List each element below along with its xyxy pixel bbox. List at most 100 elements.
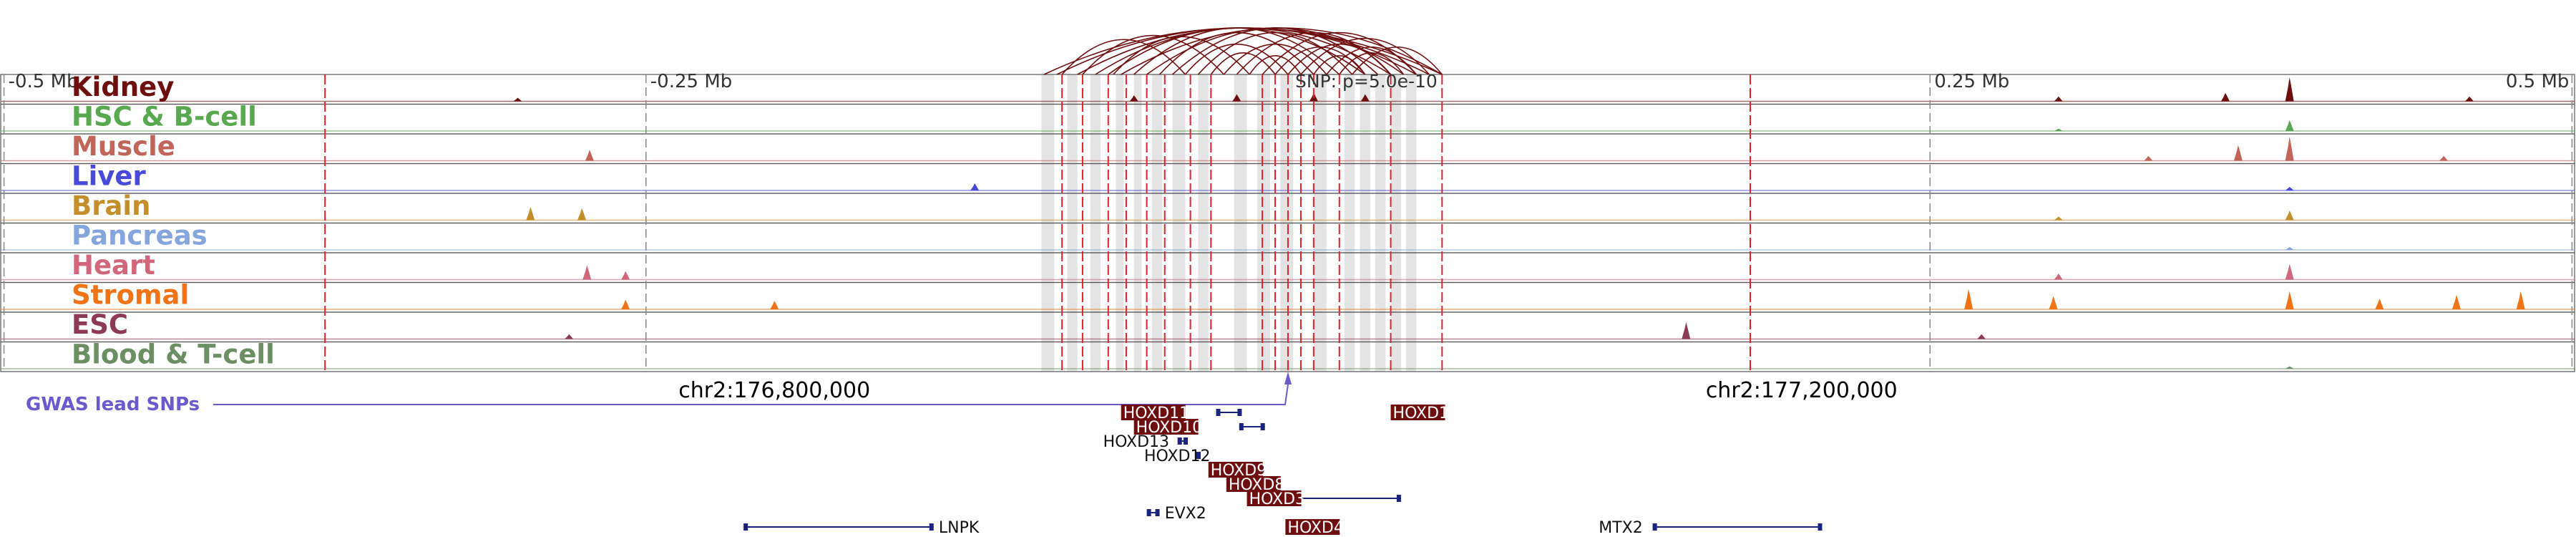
peak: [2054, 274, 2063, 280]
gene-label: HOXD13: [1103, 433, 1169, 451]
peak: [2054, 96, 2063, 102]
peak: [2285, 291, 2294, 309]
chromatin-loop: [1133, 27, 1340, 75]
track-label: Blood & T-cell: [72, 339, 275, 370]
peak: [2439, 155, 2448, 161]
peak: [1964, 289, 1974, 309]
gene-exon: [1652, 523, 1657, 531]
peak: [577, 208, 587, 221]
scale-label: 0.5 Mb: [2506, 71, 2570, 92]
gene-mtx2: MTX2: [1599, 519, 1823, 537]
peak: [2054, 128, 2063, 131]
scale-label: -0.5 Mb: [9, 71, 79, 92]
gene-evx2: EVX2: [1146, 505, 1206, 523]
track-label: Pancreas: [72, 221, 208, 251]
scale-label: -0.25 Mb: [650, 71, 732, 92]
coordinate-label: chr2:177,200,000: [1706, 378, 1898, 403]
peak: [1976, 334, 1986, 339]
chromatin-loop: [1274, 46, 1366, 75]
gene-label: LNPK: [939, 519, 980, 537]
track-label: ESC: [72, 309, 128, 340]
gene-exon: [1237, 409, 1242, 416]
gwas-connector: [213, 384, 1289, 405]
gwas-label: GWAS lead SNPs: [26, 394, 200, 415]
chromatin-loop: [1300, 37, 1430, 75]
gene-exon: [1216, 409, 1221, 416]
gene-lnpk: LNPK: [743, 519, 980, 537]
coordinate-label: chr2:176,800,000: [678, 378, 870, 403]
gene-label: HOXD1: [1393, 405, 1449, 422]
chromatin-loop: [1210, 52, 1276, 75]
gene-exon: [1260, 423, 1265, 430]
peak: [2285, 186, 2294, 190]
peak: [2375, 298, 2384, 309]
gene-label: HOXD3: [1249, 490, 1305, 508]
peak: [1232, 94, 1241, 102]
chromatin-loop: [1184, 43, 1289, 75]
gene-label-box: [1226, 476, 1281, 492]
gene-hoxd1: HOXD1: [1390, 405, 1449, 422]
gene-hoxd3: HOXD3: [1246, 490, 1401, 508]
track-label: HSC & B-cell: [72, 102, 257, 132]
peak: [2285, 120, 2294, 131]
gene-hoxd10: HOXD10: [1133, 419, 1265, 437]
chromatin-loops: [1043, 27, 1443, 75]
track-label: Stromal: [72, 280, 189, 311]
peak: [2464, 96, 2474, 102]
distance-scale: -0.5 Mb -0.25 Mb 0.25 Mb 0.5 Mb SNP: p=5.0e-…: [3, 71, 2573, 372]
gene-label: EVX2: [1165, 505, 1206, 523]
scale-label: 0.25 Mb: [1934, 71, 2009, 92]
peak: [2516, 291, 2525, 309]
red-marker-lines: [324, 74, 1751, 372]
peak: [2144, 155, 2153, 161]
gene-label: HOXD10: [1136, 419, 1202, 437]
snp-pvalue-label: SNP: p=5.0e-10: [1295, 71, 1438, 92]
peak: [2220, 92, 2230, 102]
chromatin-loop: [1352, 46, 1443, 75]
peak: [2285, 263, 2294, 280]
gene-label: HOXD12: [1144, 448, 1210, 465]
gene-exon: [1396, 495, 1401, 502]
gene-label-box: [1133, 419, 1199, 435]
gene-label-box: [1390, 405, 1445, 420]
peak: [582, 265, 592, 280]
peak: [2451, 294, 2461, 309]
peak: [2285, 246, 2294, 250]
peak: [1682, 322, 1691, 339]
gene-exon: [1239, 423, 1244, 430]
chromatin-loop: [1249, 55, 1302, 75]
chromatin-loop: [1339, 52, 1405, 75]
gwas-track: GWAS lead SNPs: [26, 372, 1292, 415]
track-label: Kidney: [72, 72, 174, 102]
peak: [526, 207, 535, 221]
track-label: Brain: [72, 190, 150, 221]
coordinate-labels: chr2:176,800,000 chr2:177,200,000: [678, 378, 1897, 403]
peak: [970, 183, 980, 190]
gene-exon: [1146, 509, 1151, 516]
gene-exon: [1155, 509, 1160, 516]
gwas-snp-marker: [1284, 372, 1292, 384]
peak: [565, 334, 574, 339]
peak: [2285, 211, 2294, 221]
peak: [2054, 216, 2063, 221]
gene-hoxd12: HOXD12: [1144, 448, 1210, 465]
gene-exon: [743, 523, 748, 531]
gene-label-box: [1208, 462, 1263, 478]
gene-hoxd13: HOXD13: [1103, 433, 1189, 451]
peak: [1129, 95, 1138, 102]
peak: [2285, 77, 2294, 102]
peak: [2233, 145, 2243, 161]
gene-label-box: [1285, 519, 1340, 535]
gene-exon: [1818, 523, 1823, 531]
peak: [2049, 296, 2058, 309]
gene-label: HOXD4: [1287, 519, 1343, 537]
track-label: Muscle: [72, 131, 175, 162]
chromatin-loop: [1197, 32, 1353, 75]
gene-label-box: [1246, 490, 1302, 506]
chromatin-loop: [1082, 34, 1224, 75]
gene-annotations: HOXD11 HOXD1HOXD10HOXD13HOXD12HOXD9HOXD8H…: [743, 405, 1823, 537]
gene-exon: [1184, 437, 1189, 445]
